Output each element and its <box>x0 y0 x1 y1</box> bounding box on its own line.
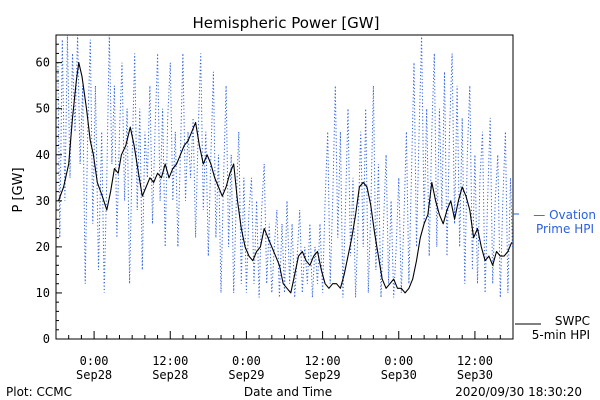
x-tick-label-time: 0:00 <box>80 354 109 368</box>
ovation-prime-series <box>57 34 513 298</box>
y-tick-label: 40 <box>36 148 50 162</box>
x-tick-label-date: Sep28 <box>152 368 188 382</box>
legend-swpc-line1: SWPC <box>555 314 590 328</box>
y-tick-label: 50 <box>36 102 50 116</box>
plot-credit: Plot: CCMC <box>6 385 72 399</box>
legend-swpc-line2: 5-min HPI <box>532 328 590 342</box>
x-tick-label-date: Sep30 <box>381 368 417 382</box>
x-axis-ticks: 0:00Sep2812:00Sep280:00Sep2912:00Sep290:… <box>55 331 514 382</box>
x-tick-label-date: Sep29 <box>305 368 341 382</box>
swpc-hpi-series <box>57 62 513 294</box>
y-tick-label: 0 <box>43 332 50 346</box>
x-tick-label-time: 12:00 <box>305 354 341 368</box>
series-line-ovation <box>57 34 513 298</box>
legend-ovation-line2: Prime HPI <box>536 222 594 236</box>
x-tick-label-time: 0:00 <box>384 354 413 368</box>
y-tick-label: 10 <box>36 286 50 300</box>
x-tick-label-time: 12:00 <box>152 354 188 368</box>
y-tick-label: 30 <box>36 194 50 208</box>
y-axis-ticks: 0 10 20 30 40 50 60 <box>36 43 62 346</box>
x-tick-label-time: 12:00 <box>457 354 493 368</box>
y-tick-label: 60 <box>36 56 50 70</box>
legend: — Ovation Prime HPI SWPC 5-min HPI <box>513 208 596 342</box>
x-tick-label-date: Sep30 <box>457 368 493 382</box>
x-tick-label-date: Sep29 <box>228 368 264 382</box>
x-tick-label-time: 0:00 <box>232 354 261 368</box>
footer-timestamp: 2020/09/30 18:30:20 <box>455 385 582 399</box>
y-tick-label: 20 <box>36 240 50 254</box>
x-tick-label-date: Sep28 <box>76 368 112 382</box>
y-axis-label: P [GW] <box>11 167 26 212</box>
chart-title: Hemispheric Power [GW] <box>193 14 380 32</box>
x-axis-label: Date and Time <box>244 385 332 399</box>
legend-ovation-line1: — Ovation <box>533 208 596 222</box>
series-line-swpc <box>57 62 513 294</box>
